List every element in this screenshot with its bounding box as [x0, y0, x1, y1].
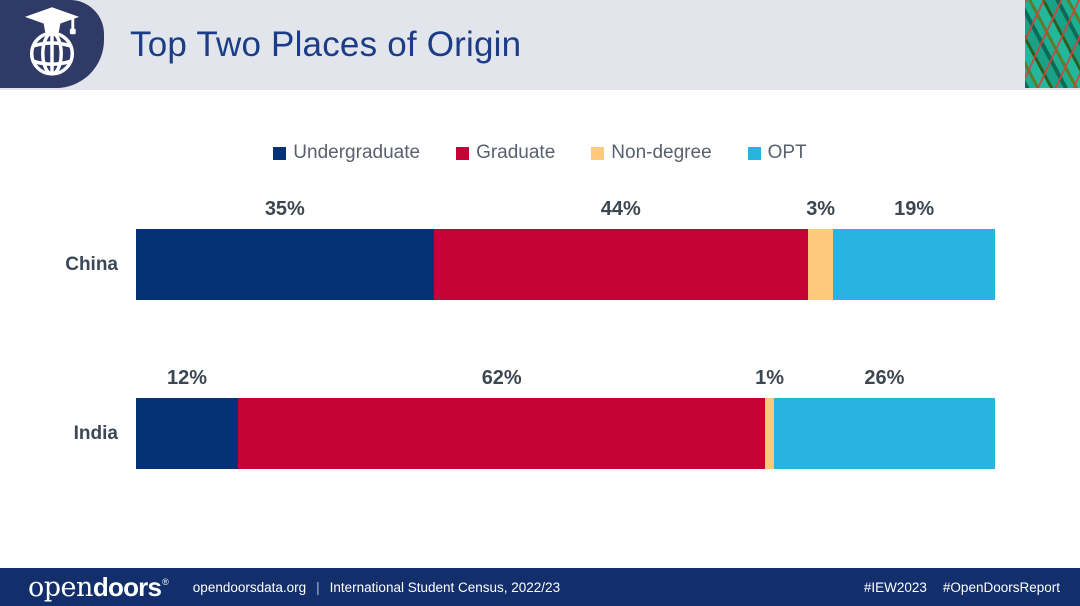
legend-item-non-degree: Non-degree [591, 142, 712, 164]
legend-swatch-icon [591, 146, 605, 160]
bar-segment-non-degree [807, 229, 834, 300]
hashtag-iew: #IEW2023 [863, 579, 927, 595]
legend-item-opt: OPT [747, 142, 807, 164]
value-label: 19% [894, 198, 935, 220]
value-label: 3% [806, 198, 836, 220]
page-title: Top Two Places of Origin [130, 25, 522, 64]
header-bar: Top Two Places of Origin [0, 0, 1080, 90]
category-label: China [65, 253, 118, 275]
category-label: India [73, 422, 118, 444]
legend-label: Undergraduate [293, 142, 421, 163]
legend-label: Graduate [476, 142, 556, 163]
logo-doors-text: doors [92, 571, 162, 602]
decorative-corner-image [1025, 0, 1080, 88]
legend-item-undergraduate: Undergraduate [273, 142, 420, 164]
bar-segment-non-degree [765, 398, 774, 469]
footer-meta: opendoorsdata.org | International Studen… [193, 580, 560, 595]
registered-mark: ® [162, 576, 169, 587]
value-label: 12% [167, 367, 208, 389]
value-label: 35% [264, 198, 305, 220]
value-label: 44% [600, 198, 641, 220]
bar-segment-graduate [433, 229, 808, 300]
stacked-bar [136, 229, 995, 300]
legend-swatch-icon [747, 146, 761, 160]
bar-segment-graduate [238, 398, 766, 469]
footer-source-text: International Student Census, 2022/23 [329, 579, 561, 595]
logo-open-text: open [28, 571, 93, 603]
bar-segment-undergraduate [136, 398, 239, 469]
footer-bar: open doors ® opendoorsdata.org | Interna… [0, 568, 1080, 606]
value-labels: 12% 62% 1% 26% [136, 367, 995, 395]
bar-segment-opt [833, 229, 995, 300]
footer-hashtags: #IEW2023 #OpenDoorsReport [864, 580, 1060, 595]
legend-label: Non-degree [611, 142, 712, 163]
bar-segment-undergraduate [136, 229, 434, 300]
legend-swatch-icon [456, 146, 470, 160]
footer-site-link[interactable]: opendoorsdata.org [192, 579, 307, 595]
bar-row-india: India 12% 62% 1% 26% [0, 367, 1080, 469]
value-label: 26% [864, 367, 905, 389]
value-labels: 35% 44% 3% 19% [136, 198, 995, 226]
hashtag-opendoorsreport: #OpenDoorsReport [942, 579, 1060, 595]
chart-legend: Undergraduate Graduate Non-degree OPT [0, 142, 1080, 164]
value-label: 62% [481, 367, 522, 389]
legend-swatch-icon [273, 146, 287, 160]
bar-row-china: China 35% 44% 3% 19% [0, 198, 1080, 300]
stacked-bar [136, 398, 995, 469]
opendoors-logo: open doors ® [28, 574, 169, 601]
footer-separator: | [316, 579, 320, 595]
value-label: 1% [755, 367, 785, 389]
legend-label: OPT [767, 142, 807, 163]
logo-badge [0, 0, 104, 88]
globe-graduation-cap-icon [23, 5, 81, 84]
legend-item-graduate: Graduate [456, 142, 555, 164]
bar-segment-opt [773, 398, 995, 469]
